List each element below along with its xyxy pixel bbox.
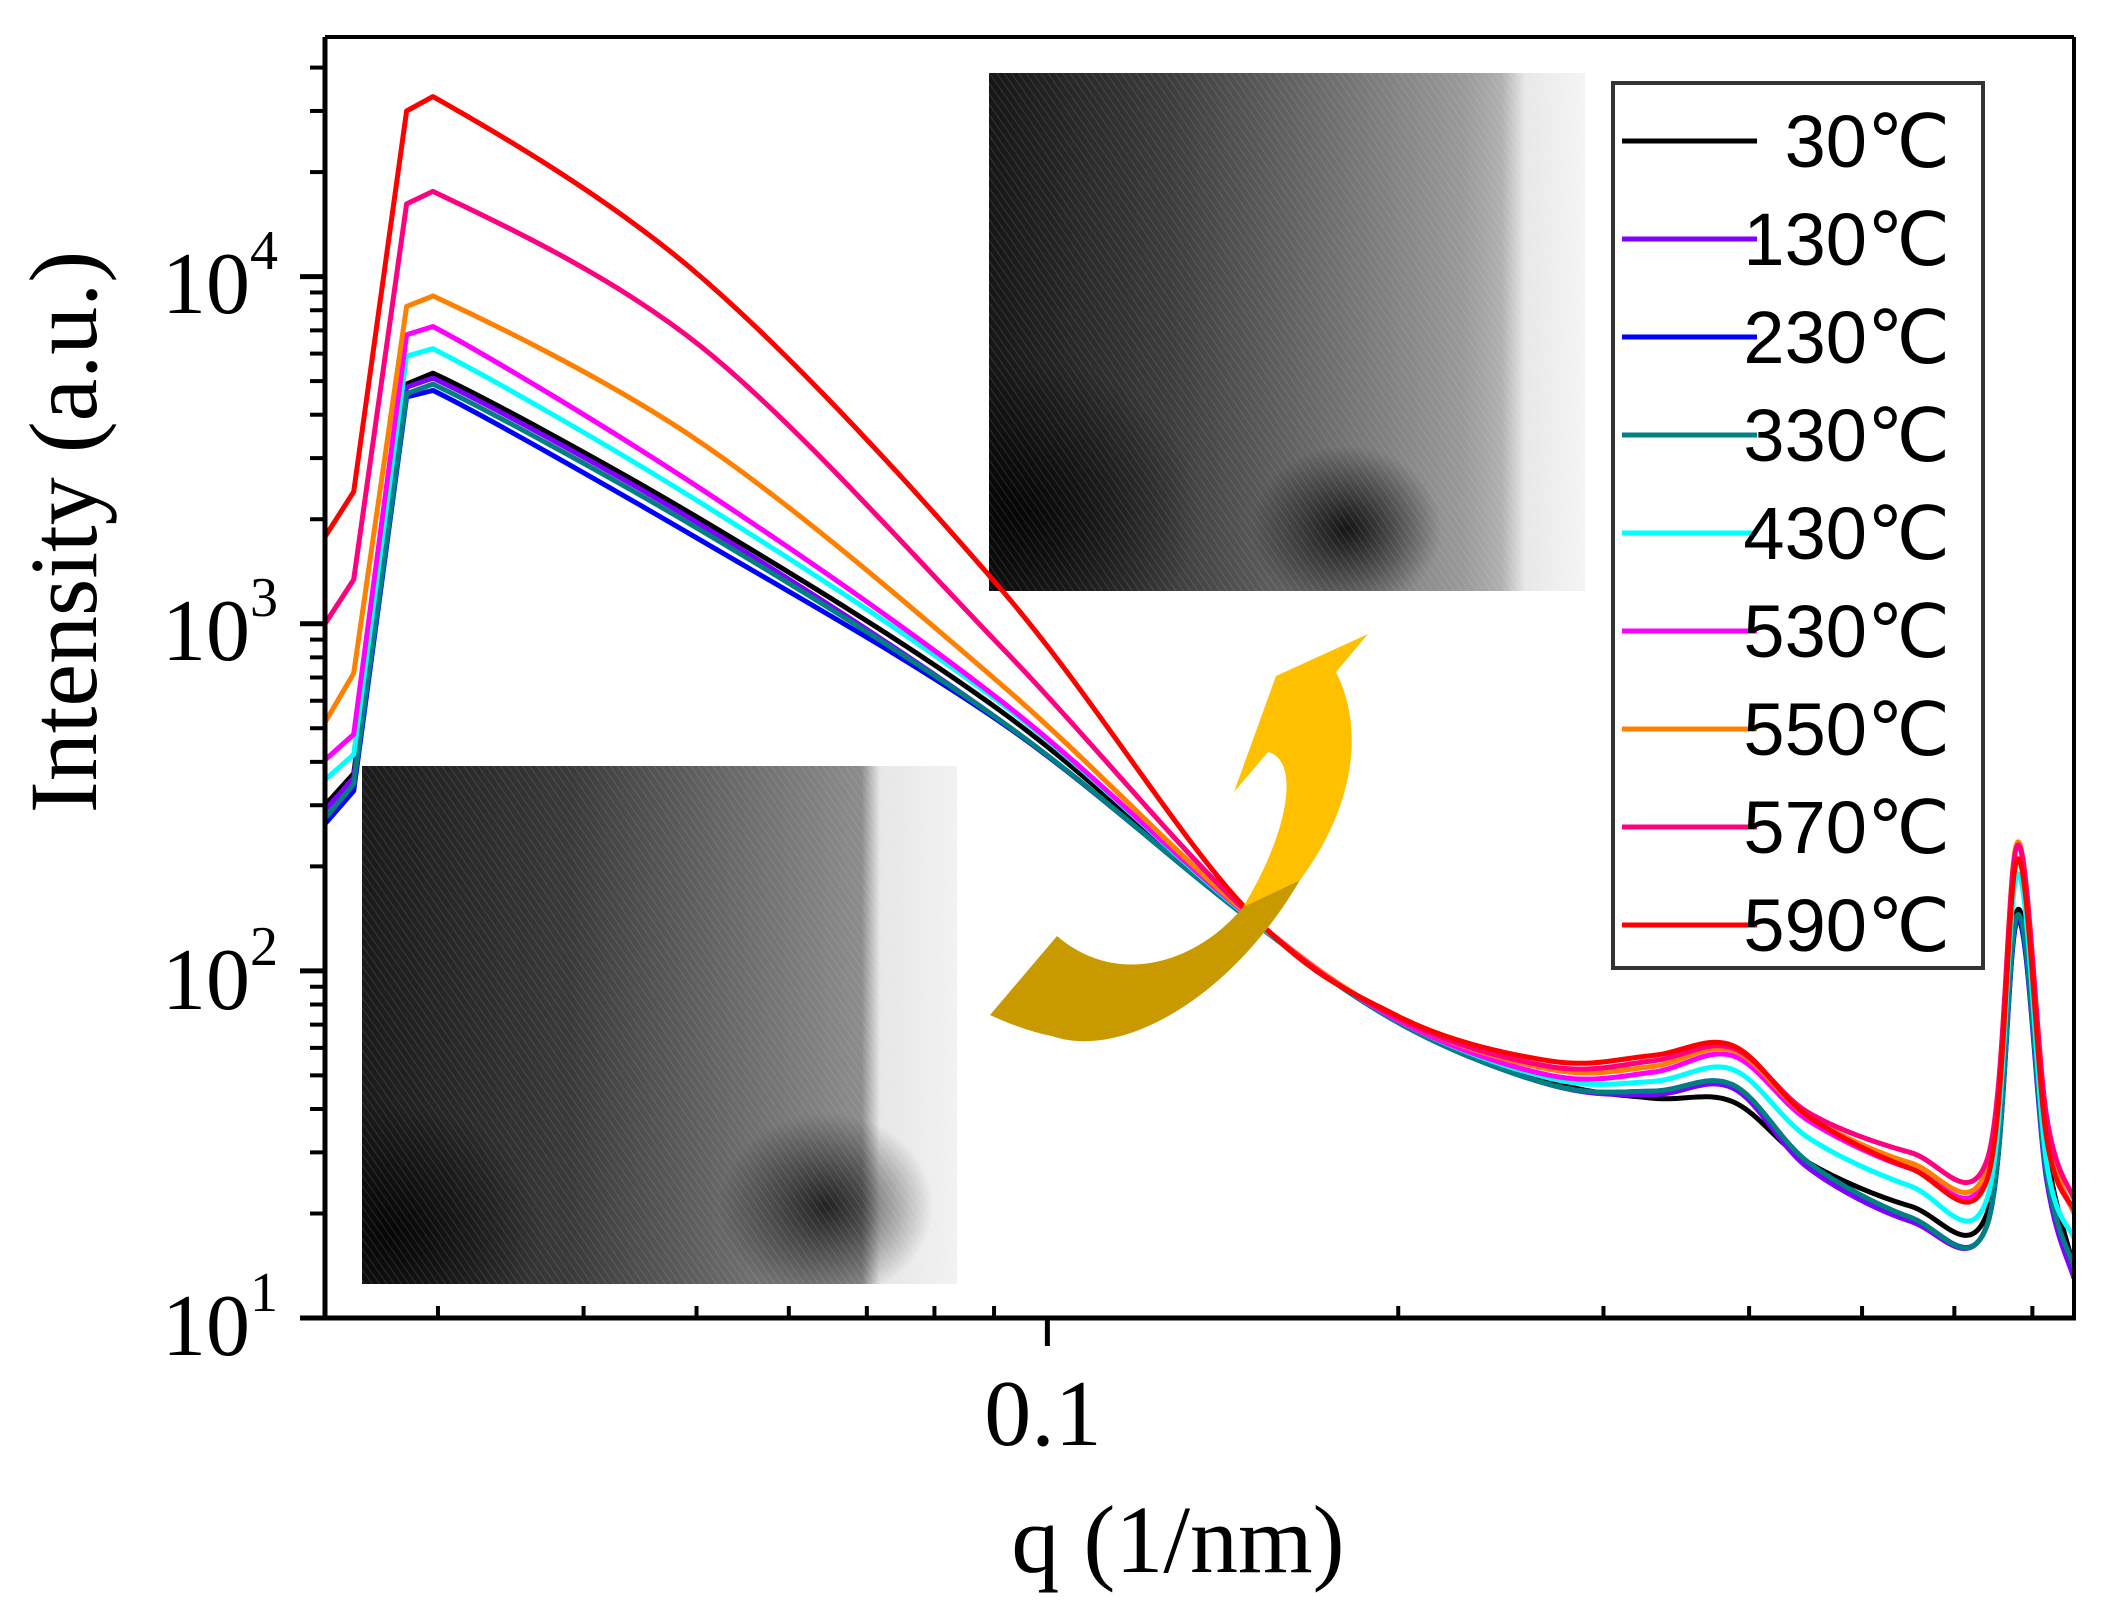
legend-item: 30℃ — [1622, 100, 1950, 183]
y-tick-label-1e3: 103 — [162, 567, 278, 680]
legend-label: 330℃ — [1743, 394, 1950, 477]
x-axis-title: q (1/nm) — [1011, 1486, 1344, 1593]
legend-label: 550℃ — [1743, 688, 1950, 771]
axes-frame — [300, 35, 2076, 1321]
legend-item: 330℃ — [1622, 394, 1950, 477]
legend-item: 570℃ — [1622, 786, 1950, 869]
y-axis-title: Intensity (a.u.) — [10, 251, 117, 814]
x-tick-label-0-1: 0.1 — [984, 1362, 1102, 1466]
curved-arrow-lower-part — [990, 880, 1300, 1042]
tem-inset-upper — [989, 73, 1585, 591]
y-tick-label-1e2: 102 — [162, 916, 278, 1029]
y-tick-label-1e1: 101 — [162, 1262, 278, 1375]
legend-label: 430℃ — [1743, 492, 1950, 575]
legend-label: 230℃ — [1743, 296, 1950, 379]
legend-item: 130℃ — [1622, 198, 1950, 281]
legend-item: 230℃ — [1622, 296, 1950, 379]
legend-box — [1611, 81, 1985, 970]
y-tick-label-1e4: 104 — [162, 220, 278, 333]
ticks-layer — [300, 65, 2035, 1346]
y-tick-labels: 101 102 103 104 — [162, 220, 278, 1375]
legend-label: 530℃ — [1743, 590, 1950, 673]
series-layer — [325, 94, 2074, 1280]
legend-label: 570℃ — [1743, 786, 1950, 869]
legend-item: 590℃ — [1622, 884, 1950, 967]
tem-inset-lower-left — [362, 766, 957, 1284]
legend-item: 430℃ — [1622, 492, 1950, 575]
legend-label: 30℃ — [1785, 100, 1950, 183]
legend-item: 530℃ — [1622, 590, 1950, 673]
legend: 30℃ 130℃ 230℃ 330℃ 430℃ 530℃ 550℃ 570℃ 590℃ — [1611, 81, 1985, 970]
curved-arrow-upper-part — [1234, 634, 1368, 907]
legend-label: 590℃ — [1743, 884, 1950, 967]
legend-item: 550℃ — [1622, 688, 1950, 771]
curved-arrow-annotation — [990, 634, 1368, 1042]
series-line-590c — [325, 94, 2074, 1211]
legend-label: 130℃ — [1743, 198, 1950, 281]
